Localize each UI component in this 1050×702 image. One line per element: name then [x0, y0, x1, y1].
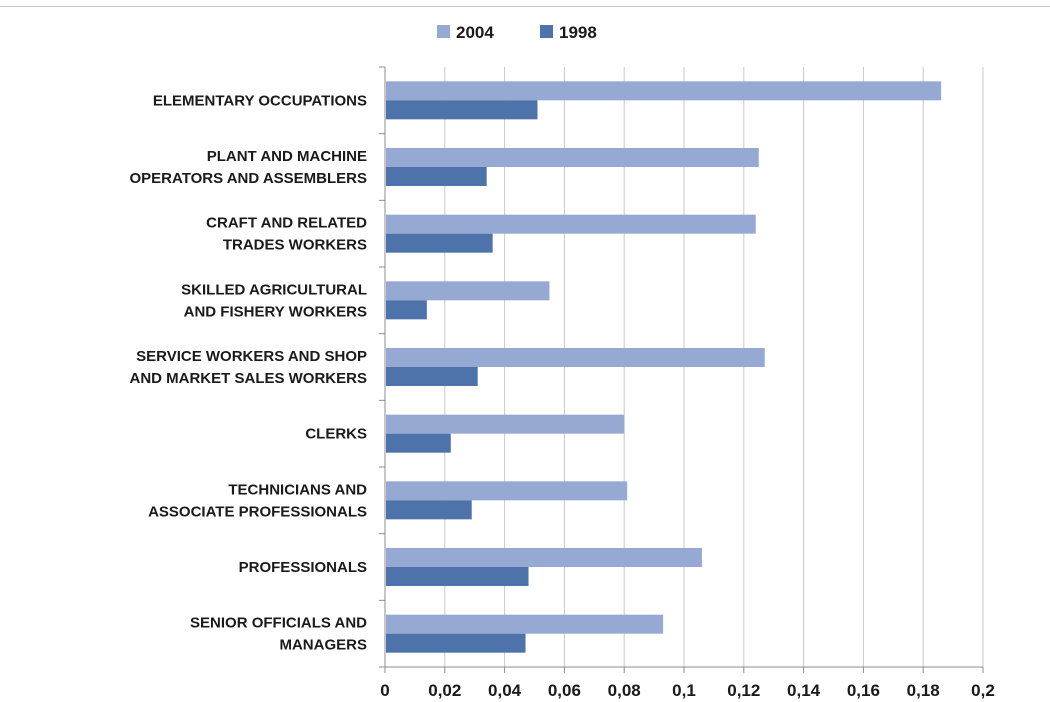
x-tick-label: 0,18 — [907, 681, 940, 700]
category-label: AND FISHERY WORKERS — [184, 303, 367, 320]
bar-1998 — [386, 367, 478, 386]
category-label: ELEMENTARY OCCUPATIONS — [153, 92, 367, 109]
bar-2004 — [386, 548, 702, 567]
x-tick-label: 0,14 — [787, 681, 821, 700]
bar-2004 — [386, 414, 625, 434]
x-tick-labels: 0 0,02 0,04 0,06 0,08 0,1 0,12 0,14 0,16 0,18 0,2 — [380, 681, 995, 700]
bar-1998 — [386, 100, 538, 120]
category-labels: ELEMENTARY OCCUPATIONS PLANT AND MACHINE O… — [129, 92, 367, 653]
bar-2004 — [386, 214, 756, 234]
category-label: SERVICE WORKERS AND SHOP — [136, 348, 367, 365]
category-label: TRADES WORKERS — [223, 237, 367, 254]
legend-swatch-2004 — [437, 25, 450, 38]
axes — [379, 66, 984, 673]
bar-2004 — [386, 81, 942, 101]
category-label: SENIOR OFFICIALS AND — [190, 615, 367, 632]
x-tick-label: 0,16 — [847, 681, 880, 700]
bar-1998 — [386, 633, 526, 653]
x-tick-label: 0,2 — [971, 681, 995, 700]
category-label: MANAGERS — [279, 637, 367, 654]
x-tick-label: 0,06 — [548, 681, 581, 700]
bars — [386, 81, 942, 653]
category-label: PLANT AND MACHINE — [207, 148, 367, 165]
legend: 2004 1998 — [437, 23, 597, 42]
bar-1998 — [386, 300, 427, 320]
category-label: AND MARKET SALES WORKERS — [129, 370, 367, 387]
category-label: ASSOCIATE PROFESSIONALS — [148, 503, 367, 520]
category-label: CLERKS — [305, 426, 367, 443]
x-tick-label: 0 — [380, 681, 389, 700]
bar-1998 — [386, 433, 451, 453]
legend-label-1998: 1998 — [559, 23, 597, 42]
bar-1998 — [386, 233, 493, 253]
bar-2004 — [386, 481, 628, 501]
legend-swatch-1998 — [540, 25, 553, 38]
x-tick-label: 0,1 — [672, 681, 696, 700]
bar-2004 — [386, 614, 664, 634]
x-tick-label: 0,12 — [727, 681, 760, 700]
bar-1998 — [386, 167, 487, 186]
category-label: OPERATORS AND ASSEMBLERS — [129, 170, 367, 187]
category-label: CRAFT AND RELATED — [206, 215, 367, 232]
bar-1998 — [386, 500, 472, 520]
category-label: SKILLED AGRICULTURAL — [181, 281, 367, 298]
x-tick-label: 0,08 — [608, 681, 641, 700]
top-divider — [0, 6, 1050, 7]
category-label: TECHNICIANS AND — [228, 481, 367, 498]
x-tick-label: 0,04 — [488, 681, 522, 700]
x-tick-label: 0,02 — [428, 681, 461, 700]
bar-2004 — [386, 148, 759, 167]
bar-2004 — [386, 281, 550, 301]
bar-1998 — [386, 567, 529, 586]
legend-label-2004: 2004 — [456, 23, 494, 42]
bar-2004 — [386, 348, 765, 367]
category-label: PROFESSIONALS — [239, 559, 367, 576]
